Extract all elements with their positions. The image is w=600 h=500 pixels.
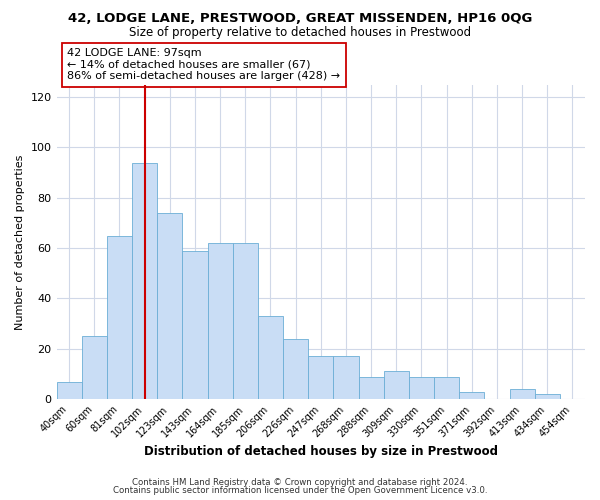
- Text: Contains HM Land Registry data © Crown copyright and database right 2024.: Contains HM Land Registry data © Crown c…: [132, 478, 468, 487]
- Bar: [157, 213, 182, 399]
- Bar: [107, 236, 132, 399]
- Bar: [459, 392, 484, 399]
- Bar: [535, 394, 560, 399]
- Bar: [383, 372, 409, 399]
- Bar: [409, 376, 434, 399]
- Text: Size of property relative to detached houses in Prestwood: Size of property relative to detached ho…: [129, 26, 471, 39]
- Bar: [208, 243, 233, 399]
- Bar: [308, 356, 334, 399]
- Bar: [82, 336, 107, 399]
- Bar: [434, 376, 459, 399]
- Y-axis label: Number of detached properties: Number of detached properties: [15, 154, 25, 330]
- Text: Contains public sector information licensed under the Open Government Licence v3: Contains public sector information licen…: [113, 486, 487, 495]
- Bar: [258, 316, 283, 399]
- Bar: [182, 250, 208, 399]
- Text: 42, LODGE LANE, PRESTWOOD, GREAT MISSENDEN, HP16 0QG: 42, LODGE LANE, PRESTWOOD, GREAT MISSEND…: [68, 12, 532, 26]
- X-axis label: Distribution of detached houses by size in Prestwood: Distribution of detached houses by size …: [144, 444, 498, 458]
- Bar: [56, 382, 82, 399]
- Text: 42 LODGE LANE: 97sqm
← 14% of detached houses are smaller (67)
86% of semi-detac: 42 LODGE LANE: 97sqm ← 14% of detached h…: [67, 48, 340, 82]
- Bar: [359, 376, 383, 399]
- Bar: [334, 356, 359, 399]
- Bar: [233, 243, 258, 399]
- Bar: [283, 339, 308, 399]
- Bar: [132, 162, 157, 399]
- Bar: [509, 389, 535, 399]
